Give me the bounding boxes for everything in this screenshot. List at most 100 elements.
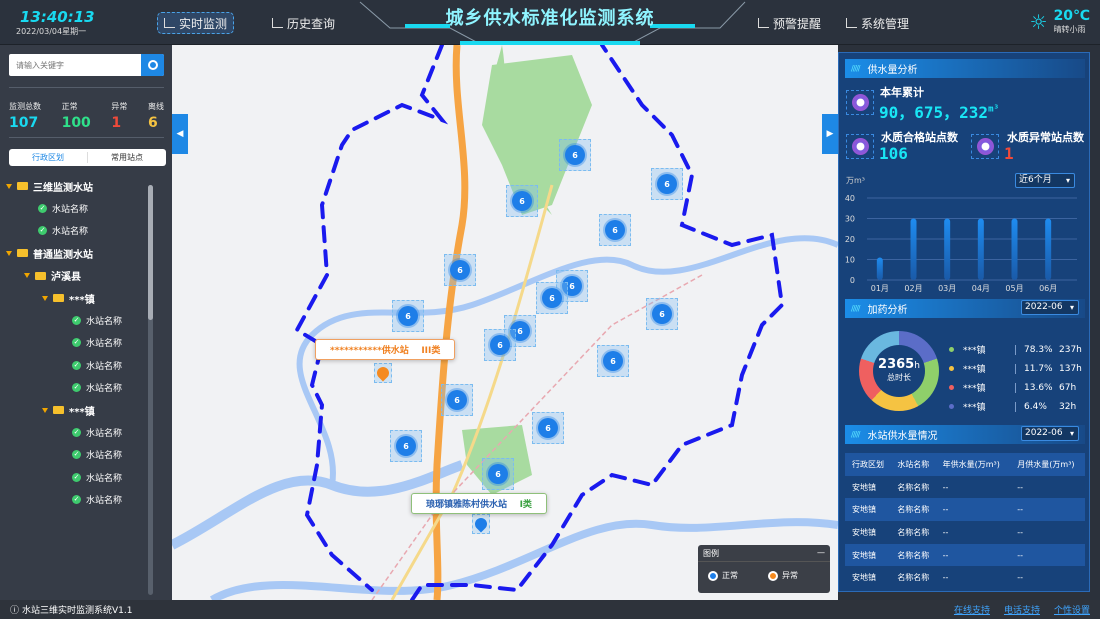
station-cluster[interactable]: 6 <box>506 185 538 217</box>
supply-section-header: ///// 供水量分析 <box>845 59 1085 78</box>
town-name: ***镇 <box>963 403 986 413</box>
caret-down-icon[interactable] <box>6 250 12 256</box>
station-month-select[interactable]: 2022-06 <box>1021 426 1079 441</box>
scrollbar-thumb[interactable] <box>148 185 153 320</box>
nav-realtime[interactable]: 实时监测 <box>157 12 235 34</box>
dosing-legend-item: ***镇 11.7% 137h <box>949 362 1089 375</box>
tab-region[interactable]: 行政区划 <box>9 152 88 163</box>
section-title: 加药分析 <box>867 305 908 316</box>
tree-folder[interactable]: ***镇 <box>0 399 150 421</box>
station-cluster[interactable]: 6 <box>504 315 536 347</box>
tree-folder[interactable]: 三维监测水站 <box>0 175 150 197</box>
tree-folder[interactable]: ***镇 <box>0 287 150 309</box>
quality-ok-label: 水质合格站点数 <box>881 131 958 144</box>
quality-bad-value: 1 <box>1004 144 1014 163</box>
station-cluster[interactable]: 6 <box>536 282 568 314</box>
tree-folder[interactable]: 普通监测水站 <box>0 242 150 264</box>
legend-collapse-button[interactable]: — <box>817 548 825 557</box>
table-row: 安地镇 名称名称 -- -- <box>845 498 1085 522</box>
station-cluster[interactable]: 6 <box>484 329 516 361</box>
quality-bad-label: 水质异常站点数 <box>1007 131 1084 144</box>
collapse-left-button[interactable]: ◀ <box>172 114 188 154</box>
bar <box>1045 218 1052 280</box>
station-cluster[interactable]: 6 <box>390 430 422 462</box>
tree-leaf[interactable]: ✓ 水站名称 <box>0 421 150 443</box>
caret-down-icon[interactable] <box>24 273 30 279</box>
station-cluster[interactable]: 6 <box>441 384 473 416</box>
station-cluster[interactable]: 6 <box>482 458 514 490</box>
bar <box>944 218 951 280</box>
table-cell: -- <box>1017 482 1024 492</box>
total-hours: 2365 <box>878 357 915 372</box>
tree-label: 三维监测水站 <box>33 182 93 194</box>
donut-center: 2365h 总时长 <box>873 345 925 397</box>
station-cluster[interactable]: 6 <box>597 345 629 377</box>
x-tick-label: 02月 <box>904 284 922 293</box>
search-input[interactable] <box>9 54 141 76</box>
settings-link[interactable]: 个性设置 <box>1053 606 1090 616</box>
column-header: 年供水量(万m³) <box>942 459 1000 469</box>
tree-leaf[interactable]: ✓ 水站名称 <box>0 466 150 488</box>
stat-label: 监测总数 <box>9 102 41 111</box>
tab-common-stations[interactable]: 常用站点 <box>111 153 143 162</box>
station-marker-normal[interactable] <box>472 514 490 534</box>
nav-alert[interactable]: 预警提醒 <box>752 12 827 34</box>
check-circle-icon: ✓ <box>72 383 81 393</box>
cluster-count: 6 <box>396 436 416 456</box>
tree-label: 水站名称 <box>52 205 89 216</box>
tree-leaf[interactable]: ✓ 水站名称 <box>0 332 150 354</box>
stat-label: 异常 <box>111 102 128 111</box>
station-cluster[interactable]: 6 <box>559 139 591 171</box>
station-cluster[interactable]: 6 <box>392 300 424 332</box>
station-cluster[interactable]: 6 <box>444 254 476 286</box>
caret-down-icon[interactable] <box>42 295 48 301</box>
station-name: ***********供水站 <box>330 346 409 356</box>
check-circle-icon: ✓ <box>72 450 81 460</box>
tree-leaf[interactable]: ✓ 水站名称 <box>0 488 150 510</box>
stripes-icon: ///// <box>851 430 861 439</box>
nav-label: 预警提醒 <box>773 16 822 31</box>
x-tick-label: 01月 <box>871 284 889 293</box>
tree-label: ***镇 <box>69 406 95 418</box>
station-cluster[interactable]: 6 <box>532 412 564 444</box>
table-cell: 名称名称 <box>897 550 930 560</box>
nav-history[interactable]: 历史查询 <box>266 12 341 34</box>
collapse-right-button[interactable]: ▶ <box>822 114 838 154</box>
station-cluster[interactable]: 6 <box>599 214 631 246</box>
column-header: 水站名称 <box>897 459 930 469</box>
tree-leaf[interactable]: ✓ 水站名称 <box>0 377 150 399</box>
tree-leaf[interactable]: ✓ 水站名称 <box>0 220 150 242</box>
station-cluster[interactable]: 6 <box>651 168 683 200</box>
scrollbar[interactable] <box>148 185 153 595</box>
caret-down-icon[interactable] <box>6 183 12 189</box>
station-marker-abnormal[interactable] <box>374 363 392 383</box>
range-select[interactable]: 近6个月 <box>1015 173 1075 188</box>
tree-leaf[interactable]: ✓ 水站名称 <box>0 354 150 376</box>
phone-support-link[interactable]: 电话支持 <box>1003 606 1040 616</box>
online-support-link[interactable]: 在线支持 <box>953 606 990 616</box>
search-button[interactable] <box>141 54 164 76</box>
chart-icon <box>846 18 857 28</box>
legend-title: 图例 <box>703 549 719 558</box>
quality-ok-icon <box>846 134 874 159</box>
legend-dot <box>949 404 954 409</box>
table-row: 安地镇 名称名称 -- -- <box>845 566 1085 590</box>
nav-system[interactable]: 系统管理 <box>840 12 915 34</box>
tree-leaf[interactable]: ✓ 水站名称 <box>0 197 150 219</box>
hours: 237h <box>1059 344 1082 355</box>
x-tick-label: 06月 <box>1039 284 1057 293</box>
table-cell: -- <box>942 505 949 515</box>
tree-leaf[interactable]: ✓ 水站名称 <box>0 444 150 466</box>
tree-leaf[interactable]: ✓ 水站名称 <box>0 309 150 331</box>
caret-down-icon[interactable] <box>42 407 48 413</box>
stat-value: 6 <box>147 115 158 131</box>
legend-label: 正常 <box>722 571 738 580</box>
tree-folder[interactable]: 泸溪县 <box>0 265 150 287</box>
dosing-legend-item: ***镇 78.3% 237h <box>949 343 1089 356</box>
nav-label: 系统管理 <box>861 16 910 31</box>
supply-bar-chart: 0 10 20 30 40 01月 02月 03月 04月 05月 06月 <box>845 194 1077 293</box>
stat-value: 1 <box>111 115 122 131</box>
dosing-month-select[interactable]: 2022-06 <box>1021 300 1079 315</box>
station-cluster[interactable]: 6 <box>646 298 678 330</box>
